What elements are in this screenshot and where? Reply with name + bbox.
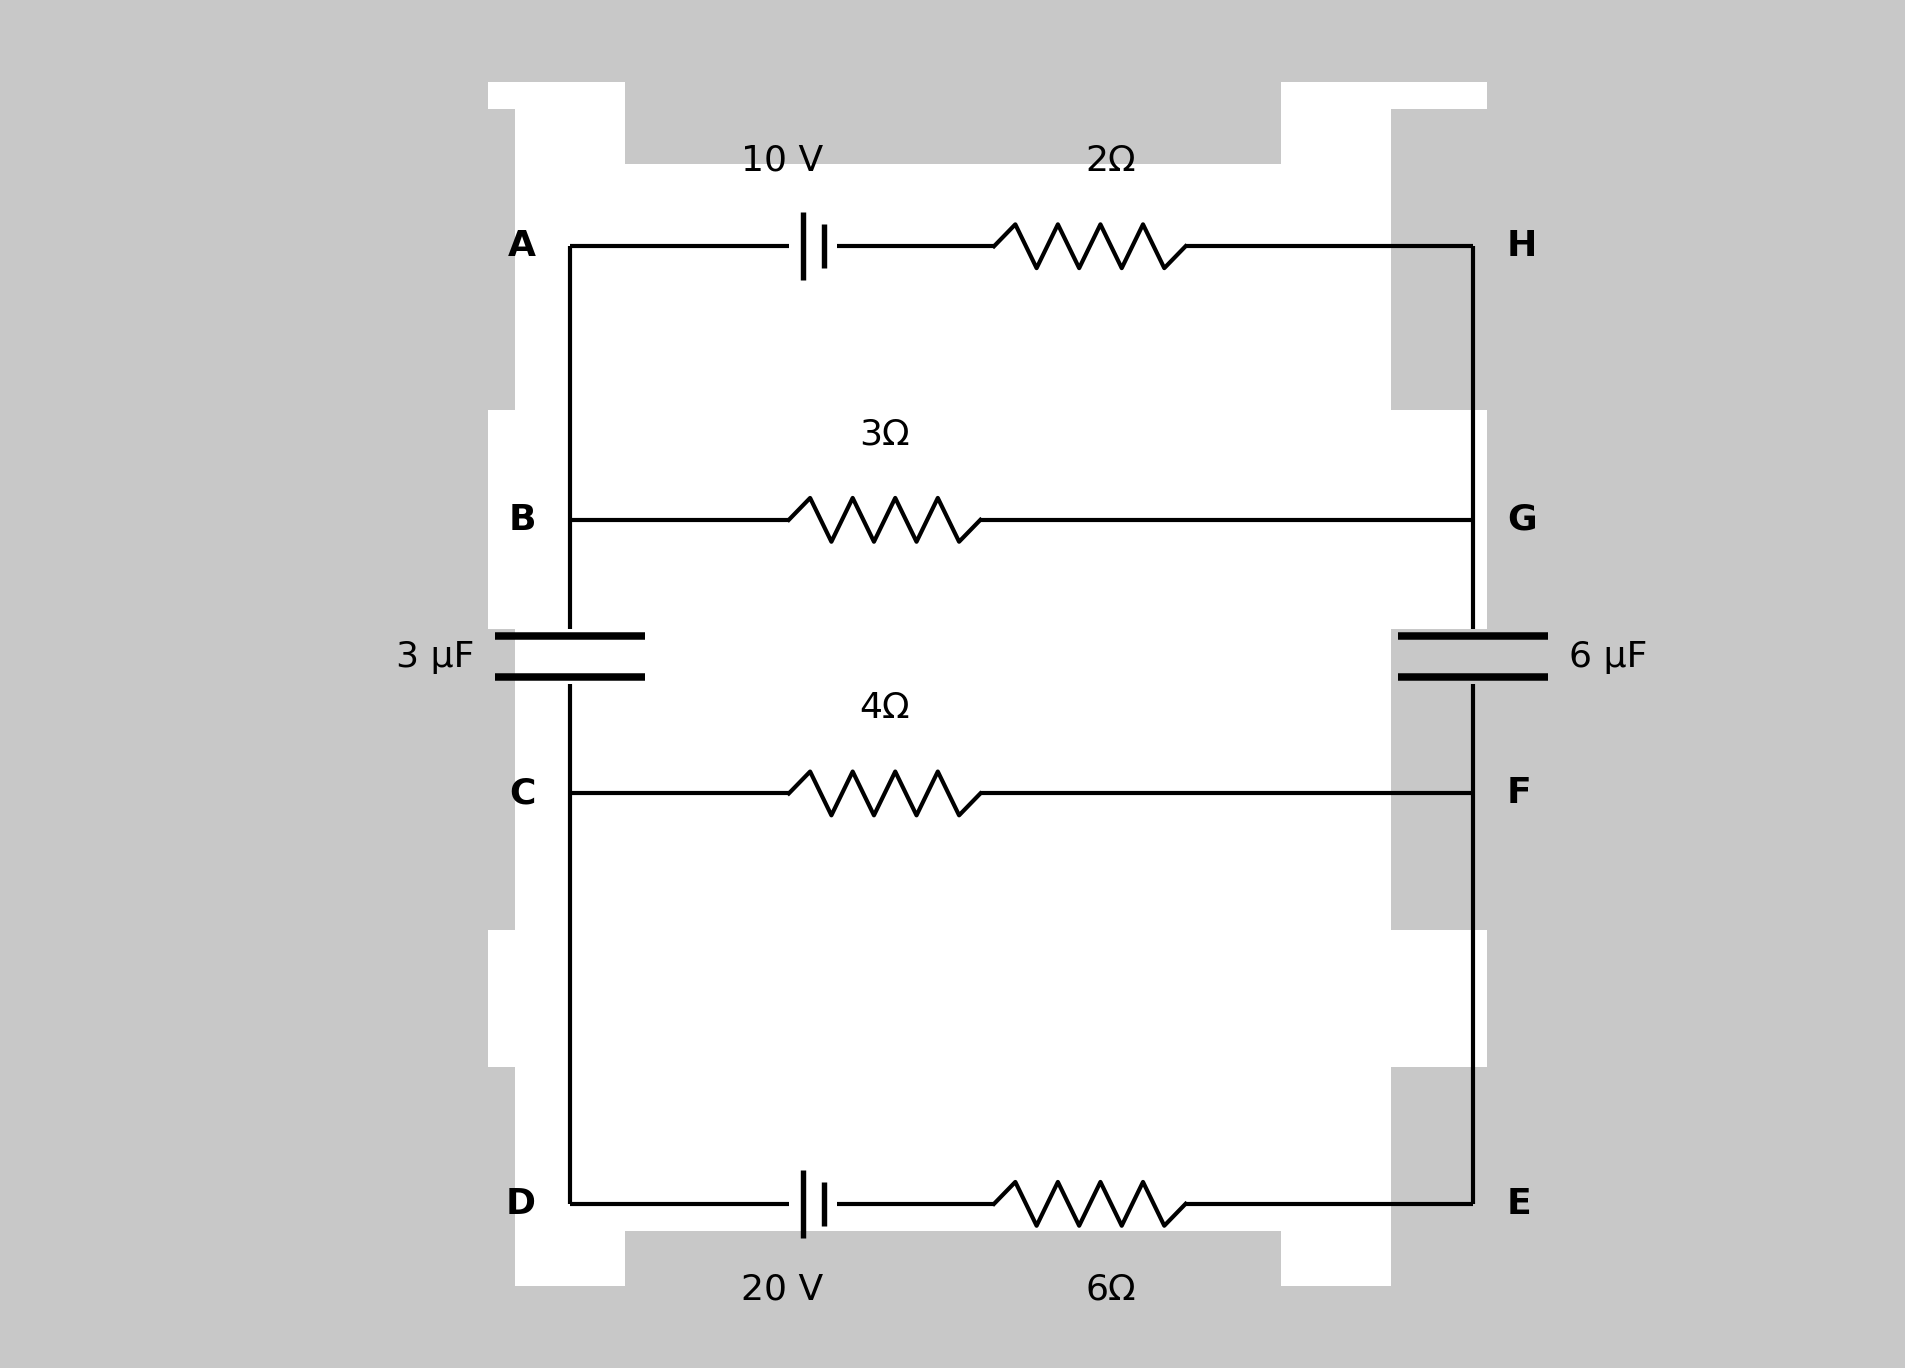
Bar: [488, 82, 1486, 1286]
Text: 10 V: 10 V: [741, 144, 823, 178]
Text: H: H: [1507, 230, 1537, 263]
Bar: [1391, 629, 1636, 930]
Bar: [269, 109, 514, 410]
Bar: [1391, 109, 1636, 410]
Text: 6 μF: 6 μF: [1568, 640, 1646, 673]
Text: D: D: [505, 1187, 535, 1220]
Text: 2Ω: 2Ω: [1084, 144, 1135, 178]
Bar: [625, 1231, 1280, 1368]
Text: G: G: [1507, 503, 1535, 536]
Text: E: E: [1507, 1187, 1532, 1220]
Text: A: A: [507, 230, 535, 263]
Text: B: B: [509, 503, 535, 536]
Text: 4Ω: 4Ω: [859, 691, 909, 725]
Text: 6Ω: 6Ω: [1084, 1272, 1135, 1306]
Bar: [1391, 1067, 1636, 1368]
Text: 3Ω: 3Ω: [859, 417, 909, 451]
Bar: [269, 629, 514, 930]
Bar: [625, 0, 1280, 164]
Text: F: F: [1507, 777, 1532, 810]
Text: C: C: [509, 777, 535, 810]
Text: 3 μF: 3 μF: [396, 640, 474, 673]
Text: 20 V: 20 V: [741, 1272, 823, 1306]
Bar: [269, 1067, 514, 1368]
